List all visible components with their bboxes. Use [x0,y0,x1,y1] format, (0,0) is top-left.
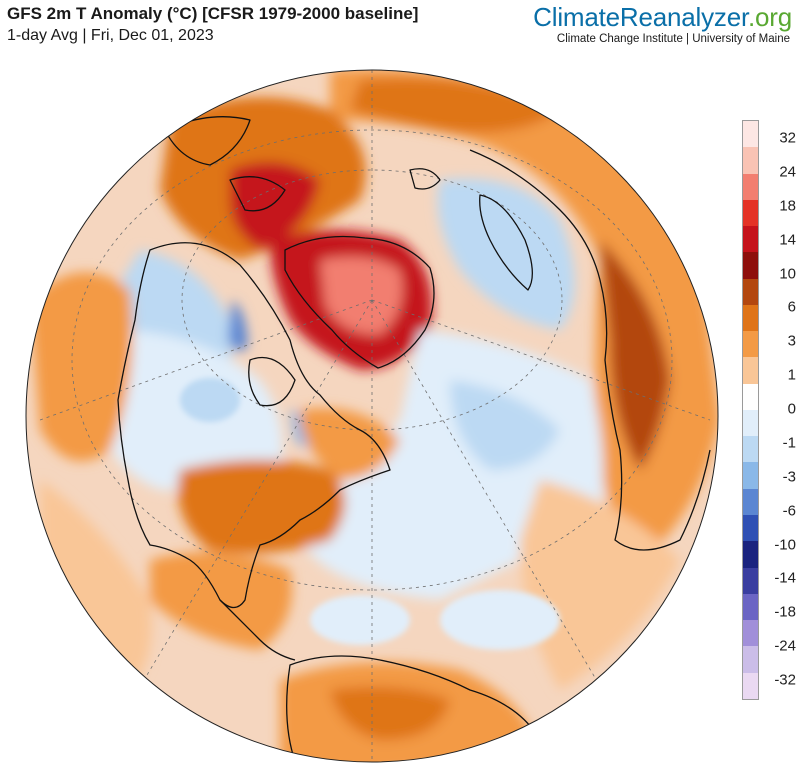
anomaly-region-cool-light [440,590,560,650]
color-scale-tick-label: 10 [779,265,796,282]
alaska-coast [164,116,251,166]
color-scale-segment [743,620,758,647]
color-scale-segment [743,357,758,384]
brand-tld: .org [747,2,792,32]
color-scale-tick-label: -1 [782,434,796,452]
color-scale-segment [743,331,758,358]
anomaly-region-warm-strong [330,686,450,740]
date-subtitle: 1-day Avg | Fri, Dec 01, 2023 [7,27,214,44]
color-scale-bar [742,120,759,700]
page-title: GFS 2m T Anomaly (°C) [CFSR 1979-2000 ba… [7,4,419,23]
globe-outline [25,69,719,763]
color-scale-tick-label: -24 [774,637,796,655]
central-america-coast [219,599,296,661]
color-scale-tick-label: 1 [787,366,796,384]
anomaly-region-cool-mid [180,378,240,422]
brand-logo[interactable]: ClimateReanalyzer.org [533,2,792,33]
anomaly-region-hot [230,162,320,250]
color-scale-segment [743,646,758,673]
svalbard-coast [409,168,441,190]
color-scale-segment [743,383,758,410]
color-scale-tick-label: -32 [774,671,796,689]
color-scale-segment [743,147,758,174]
color-scale-segment [743,462,758,489]
color-scale-segment [743,488,758,515]
color-scale-segment [743,436,758,463]
color-scale-tick-label: -10 [774,536,796,553]
anomaly-region-hottest [320,256,403,335]
color-scale-tick-label: 18 [779,197,796,215]
anomaly-region-cool-mid [437,178,575,330]
arctic-islands-coast [229,176,286,212]
color-scale-tick-label: 6 [787,298,796,316]
color-scale-segment [743,278,758,305]
color-scale-segment [743,226,758,253]
graticule [39,70,711,762]
color-scale-segment [743,121,758,148]
brand-affiliation: Climate Change Institute | University of… [556,33,790,45]
south-america-coast [286,655,541,762]
anomaly-region-cool-mid [450,380,560,470]
anomaly-region-warm-light [520,480,680,690]
cool-patches [180,378,560,650]
coastlines [117,116,711,762]
color-scale-segment [743,593,758,621]
brand-name: ClimateReanalyzer [533,2,748,32]
color-scale-tick-label: 3 [787,332,796,350]
color-scale-tick-label: 0 [787,400,796,418]
anomaly-region-cool-light [310,595,410,645]
anomaly-region-warm-strong [178,460,345,554]
color-scale-segment [743,304,758,332]
hudson-bay-coast [248,356,296,407]
color-scale-tick-label: 14 [779,231,796,249]
anomaly-region-warm-mid [330,70,718,570]
color-scale-tick-label: -3 [782,468,796,486]
color-scale-tick-label: 32 [779,129,796,147]
color-scale-segment [743,173,758,200]
color-scale-tick-label: -6 [782,502,796,520]
color-scale-segment [743,514,758,542]
color-scale-tick-label: 24 [779,163,796,181]
color-scale-segment [743,252,758,279]
scandinavia-coast [479,194,533,291]
europe-africa-coast [469,149,711,551]
north-america-coast [117,242,391,609]
greenland-coast [284,235,435,369]
color-scale-segment [743,567,758,594]
anomaly-region-warm-mid [300,408,400,480]
color-scale-tick-label: -18 [774,603,796,621]
color-scale-labels: 32 24 18 14 10 6 3 1 0 -1 -3 -6 -10 -14 -18 -24 -32 [762,120,798,700]
anomaly-region-warm-light [40,480,152,700]
anomaly-region-cold [228,300,248,352]
color-scale-segment [743,199,758,227]
color-scale-segment [743,409,758,437]
color-scale-segment [743,541,758,568]
color-scale-tick-label: -14 [774,569,796,587]
anomaly-region-warm-very [600,240,670,470]
color-scale-segment [743,672,758,699]
